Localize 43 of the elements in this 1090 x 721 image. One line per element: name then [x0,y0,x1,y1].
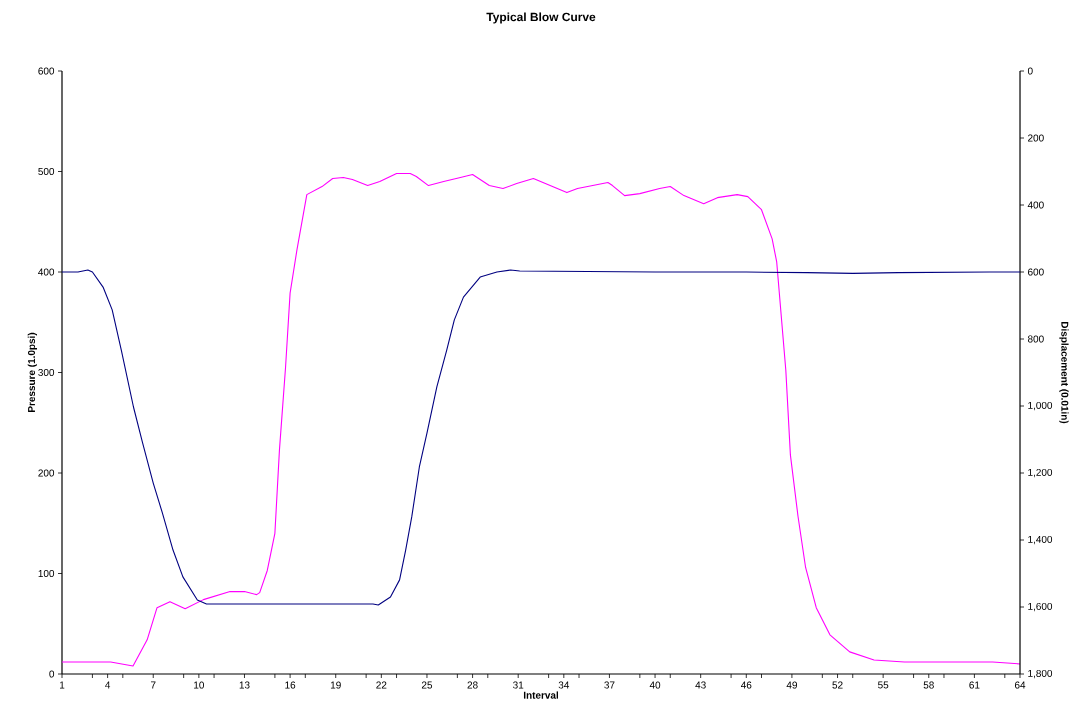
x-tick-label: 13 [239,681,250,689]
y2-tick-label: 600 [1028,268,1044,276]
x-tick-label: 40 [649,681,661,689]
y2-axis-title: Displacement (0.01in) [1059,321,1069,424]
x-tick-label: 46 [740,681,752,689]
y2-tick-label: 1,200 [1028,468,1053,478]
x-tick-label: 37 [604,681,615,689]
y-tick-label: 200 [38,469,55,477]
x-tick-label: 16 [285,681,296,689]
x-tick-label: 4 [105,681,111,689]
x-tick-label: 58 [923,681,934,689]
y2-tick-label: 1,600 [1028,602,1053,612]
x-tick-label: 49 [786,681,797,689]
x-tick-label: 52 [832,681,843,689]
y2-tick-label: 1,400 [1028,535,1053,545]
x-tick-label: 25 [421,681,433,689]
x-tick-label: 64 [1014,681,1026,689]
x-tick-label: 55 [878,681,889,689]
y-tick-label: 400 [38,268,55,276]
y-tick-label: 100 [38,569,55,578]
y2-tick-label: 1,800 [1028,669,1053,679]
y2-tick-label: 200 [1028,134,1044,142]
y-tick-label: 500 [38,167,55,176]
x-tick-label: 10 [194,681,205,689]
x-tick-label: 1 [60,681,65,689]
y-axis-title: Pressure (1.0psi) [27,332,38,412]
x-tick-label: 19 [330,681,341,689]
x-tick-label: 7 [150,681,156,689]
x-tick-label: 22 [376,681,387,689]
x-axis-title: Interval [523,691,559,699]
y-tick-label: 300 [38,368,55,377]
y-tick-label: 600 [38,67,55,75]
x-tick-label: 34 [558,681,570,689]
y2-tick-label: 800 [1027,335,1044,343]
x-tick-label: 61 [969,681,980,689]
x-tick-label: 31 [513,681,524,689]
y2-tick-label: 400 [1027,201,1044,209]
x-tick-label: 43 [695,681,706,689]
y2-tick-label: 1,000 [1028,401,1053,411]
y-tick-label: 0 [49,670,55,678]
y2-tick-label: 0 [1027,67,1033,75]
chart-title: Typical Blow Curve [486,12,596,24]
x-tick-label: 28 [467,681,478,689]
